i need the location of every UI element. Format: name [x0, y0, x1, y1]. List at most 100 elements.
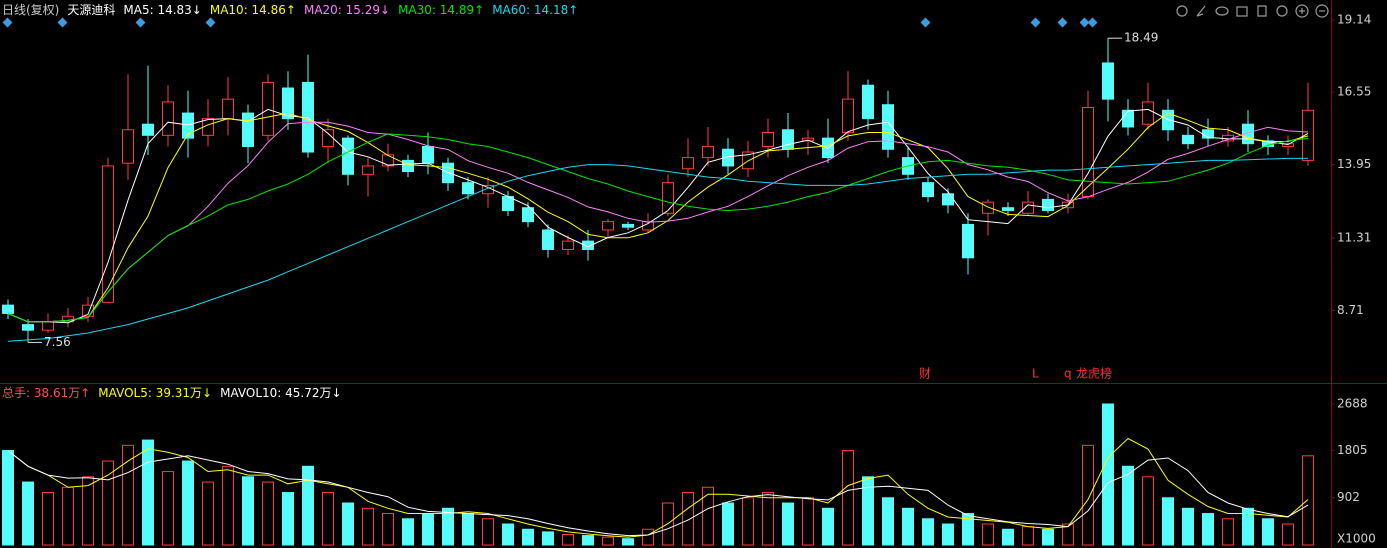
- event-marker: q: [1064, 367, 1072, 381]
- unit-label: X1000: [1337, 532, 1376, 546]
- candle-body: [942, 193, 954, 206]
- candle-body: [422, 145, 434, 164]
- volume-bar: [522, 528, 534, 546]
- volume-bar: [842, 450, 854, 546]
- candle-body: [1182, 134, 1194, 145]
- candle-body: [542, 229, 554, 250]
- candle-body: [802, 137, 814, 142]
- y-tick-label: 19.14: [1337, 13, 1371, 27]
- candle-body: [162, 101, 174, 136]
- volume-header: 总手: 38.61万↑ MAVOL5: 39.31万↓ MAVOL10: 45.…: [2, 386, 342, 400]
- volume-bar: [962, 513, 974, 546]
- candle-body: [622, 223, 634, 228]
- candle-body: [962, 223, 974, 259]
- low-label: 7.56: [44, 335, 71, 349]
- volume-bar: [602, 536, 614, 546]
- toolbar[interactable]: [1176, 4, 1329, 18]
- ma-line: [7, 133, 1309, 323]
- volume-bar: [502, 523, 514, 546]
- volume-title: 总手: 38.61万↑: [2, 386, 91, 400]
- volume-bar: [802, 497, 814, 546]
- candle-body: [282, 87, 294, 120]
- volume-bar: [42, 492, 54, 546]
- candle-body: [402, 159, 414, 173]
- volume-bar: [1102, 403, 1114, 546]
- candle-body: [22, 324, 34, 331]
- candle-body: [242, 112, 254, 147]
- candle-body: [662, 182, 674, 214]
- volume-bar: [142, 439, 154, 546]
- volume-bar: [1062, 523, 1074, 546]
- volume-bar: [722, 502, 734, 546]
- volume-bar: [542, 531, 554, 546]
- volume-bar: [702, 486, 714, 546]
- event-marker: 龙虎榜: [1076, 366, 1112, 381]
- volume-bar: [682, 492, 694, 546]
- candle-body: [1042, 198, 1054, 211]
- candle-body: [762, 132, 774, 147]
- volume-bar: [82, 476, 94, 546]
- event-icons: [2, 17, 1098, 28]
- y-tick-label: 16.55: [1337, 85, 1371, 99]
- candle-body: [722, 148, 734, 167]
- legend-entry: MA10: 14.86↑: [209, 3, 296, 17]
- volume-bar: [1222, 518, 1234, 546]
- legend-entry: MA30: 14.89↑: [398, 3, 485, 17]
- candle-body: [142, 123, 154, 136]
- volume-bar: [182, 460, 194, 546]
- candle-body: [602, 221, 614, 231]
- candle-body: [982, 201, 994, 214]
- volume-bar: [822, 507, 834, 546]
- volume-bar: [562, 534, 574, 546]
- mavol-line: [7, 450, 1309, 537]
- y-tick-label: 11.31: [1337, 231, 1371, 245]
- candle-body: [1122, 109, 1134, 128]
- candle-body: [682, 157, 694, 170]
- legend-entry: MA5: 14.83↓: [123, 3, 202, 17]
- volume-bar: [222, 465, 234, 546]
- volume-bar: [1142, 476, 1154, 546]
- candle-body: [522, 207, 534, 223]
- ma-line: [7, 112, 1309, 323]
- candle-body: [462, 182, 474, 195]
- volume-bar: [1082, 444, 1094, 546]
- volume-bar: [262, 481, 274, 546]
- candle-body: [782, 129, 794, 150]
- volume-bar: [1042, 528, 1054, 546]
- period-label: 日线(复权): [2, 3, 60, 17]
- volume-bar: [322, 492, 334, 546]
- volume-bar: [362, 507, 374, 546]
- volume-bar: [62, 486, 74, 546]
- volume-bar: [1202, 513, 1214, 546]
- legend-entry: MA20: 15.29↓: [303, 3, 391, 17]
- volume-bar: [282, 492, 294, 546]
- candle-body: [1282, 143, 1294, 147]
- volume-bar: [1182, 507, 1194, 546]
- volume-bar: [22, 481, 34, 546]
- volume-bar: [582, 535, 594, 546]
- volume-bar: [642, 528, 654, 546]
- ma-line: [7, 157, 1309, 342]
- candle-body: [362, 165, 374, 175]
- volume-bar: [1262, 518, 1274, 546]
- y-tick-label: 13.95: [1337, 157, 1371, 171]
- y-tick-label: 8.71: [1337, 303, 1364, 317]
- volume-bar: [462, 513, 474, 546]
- event-marker: 财: [919, 367, 931, 381]
- high-label: 18.49: [1124, 31, 1158, 45]
- legend-entry: MA60: 14.18↑: [492, 3, 579, 17]
- volume-bar: [1002, 528, 1014, 546]
- event-marker: L: [1032, 367, 1039, 381]
- volume-bar: [862, 476, 874, 546]
- candle-body: [62, 315, 74, 323]
- volume-bar: [162, 471, 174, 546]
- stock-name: 天源迪科: [67, 3, 116, 17]
- volume-bar: [342, 502, 354, 546]
- volume-bar: [482, 518, 494, 546]
- volume-bar: [2, 450, 14, 546]
- volume-bar: [302, 465, 314, 546]
- candle-body: [1142, 101, 1154, 125]
- volume-bar: [1162, 497, 1174, 546]
- volume-bar: [442, 507, 454, 546]
